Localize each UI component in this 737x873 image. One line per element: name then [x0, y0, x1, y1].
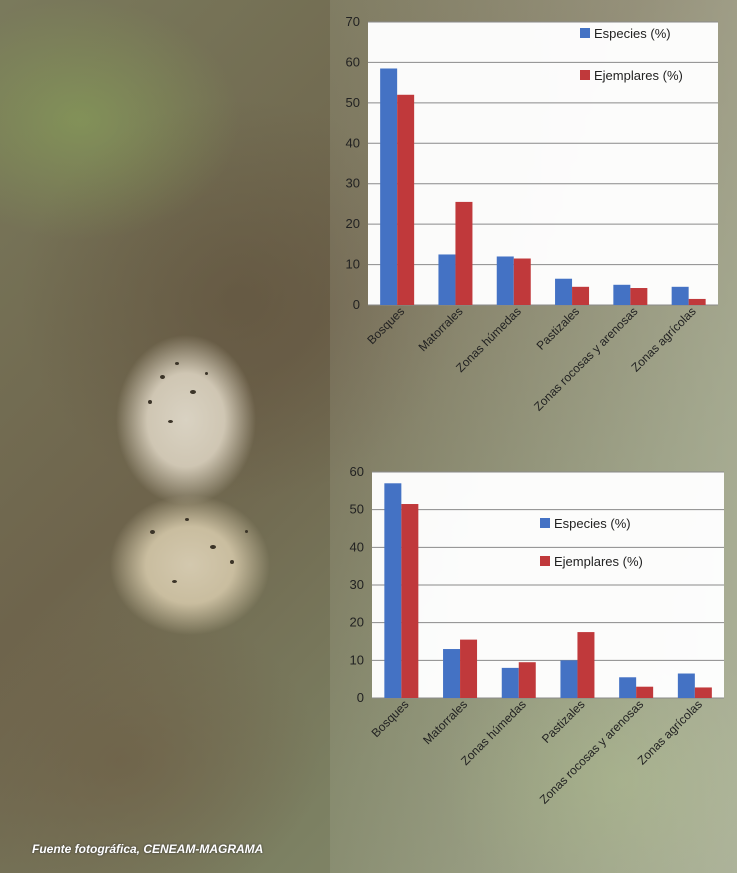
legend-swatch	[540, 556, 550, 566]
bar-ejemplares	[518, 662, 536, 698]
y-tick-label: 60	[350, 464, 364, 479]
bar-especies	[560, 660, 578, 698]
egg-speck	[150, 530, 155, 534]
bar-ejemplares	[577, 632, 595, 698]
y-tick-label: 70	[346, 14, 360, 29]
bar-especies	[384, 483, 402, 698]
y-tick-label: 40	[350, 539, 364, 554]
y-tick-label: 30	[346, 176, 360, 191]
egg-speck	[168, 420, 173, 423]
photo-credit: Fuente fotográfica, CENEAM-MAGRAMA	[32, 842, 264, 856]
y-tick-label: 10	[346, 257, 360, 272]
bar-especies	[501, 667, 519, 698]
egg-speck	[190, 390, 196, 394]
bar-ejemplares	[636, 686, 654, 698]
egg-speck	[230, 560, 234, 564]
egg-speck	[210, 545, 216, 549]
category-label: Pastizales	[539, 697, 588, 746]
y-tick-label: 0	[353, 297, 360, 312]
y-tick-label: 50	[346, 95, 360, 110]
y-tick-label: 40	[346, 135, 360, 150]
egg-speck	[245, 530, 248, 533]
bar-ejemplares	[455, 201, 473, 305]
category-label: Zonas rocosas y arenosas	[537, 697, 646, 806]
egg-speck	[185, 518, 189, 521]
legend-swatch	[580, 70, 590, 80]
bar-ejemplares	[401, 504, 419, 698]
bar-especies	[671, 286, 689, 305]
bar-especies	[613, 284, 631, 305]
y-tick-label: 20	[346, 216, 360, 231]
bar-especies	[555, 278, 573, 305]
egg-speck	[172, 580, 177, 583]
y-tick-label: 0	[357, 690, 364, 705]
bar-ejemplares	[460, 639, 478, 698]
bar-ejemplares	[694, 687, 712, 698]
category-label: Matorrales	[420, 697, 470, 747]
bar-especies	[496, 256, 514, 305]
egg-speck	[175, 362, 179, 365]
category-label: Bosques	[369, 697, 412, 740]
legend-swatch	[540, 518, 550, 528]
bar-ejemplares	[397, 94, 415, 306]
category-label: Bosques	[364, 304, 407, 347]
legend-label: Especies (%)	[594, 26, 671, 41]
bar-especies	[438, 254, 456, 305]
egg-speck	[205, 372, 208, 375]
legend-label: Ejemplares (%)	[554, 554, 643, 569]
category-label: Zonas rocosas y arenosas	[531, 304, 640, 413]
bar-ejemplares	[572, 286, 590, 305]
y-tick-label: 10	[350, 652, 364, 667]
legend-label: Ejemplares (%)	[594, 68, 683, 83]
bar-especies	[380, 68, 398, 305]
bar-ejemplares	[688, 298, 706, 305]
y-tick-label: 60	[346, 54, 360, 69]
y-tick-label: 50	[350, 502, 364, 517]
bar-especies	[619, 677, 637, 698]
legend-swatch	[580, 28, 590, 38]
y-tick-label: 20	[350, 615, 364, 630]
egg-speck	[148, 400, 152, 404]
bar-especies	[677, 673, 695, 698]
category-label: Pastizales	[534, 304, 583, 353]
bar-ejemplares	[630, 288, 648, 305]
category-label: Matorrales	[416, 304, 466, 354]
egg-speck	[160, 375, 165, 379]
bar-ejemplares	[513, 258, 531, 305]
y-tick-label: 30	[350, 577, 364, 592]
plot-area	[368, 22, 718, 305]
legend-label: Especies (%)	[554, 516, 631, 531]
bar-especies	[443, 649, 461, 698]
